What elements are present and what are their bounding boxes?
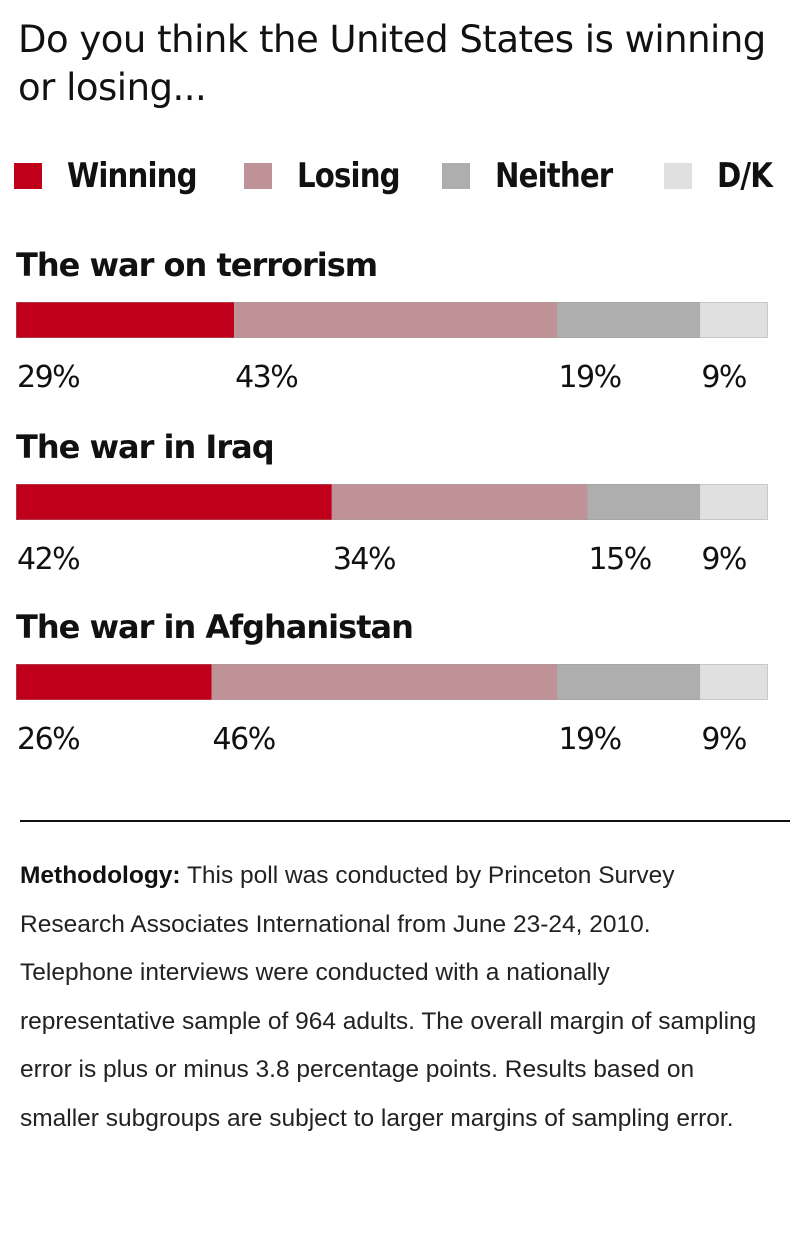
category-label-the-war-in-afghanistan: The war in Afghanistan [16, 608, 413, 646]
bar-the-war-on-terrorism-losing [234, 302, 558, 338]
methodology-label: Methodology: [20, 862, 181, 889]
legend-swatch-neither [442, 163, 470, 189]
value-label-the-war-in-afghanistan-neither: 19% [558, 722, 620, 757]
bar-the-war-on-terrorism-winning [16, 302, 235, 338]
bar-the-war-on-terrorism-neither [557, 302, 701, 338]
value-label-the-war-in-iraq-d-k: 9% [701, 542, 746, 577]
stacked-bar-chart: The war on terrorism 29% 43% 19% 9% The war i… [0, 230, 790, 790]
methodology-text: This poll was conducted by Princeton Sur… [20, 862, 757, 1132]
bar-the-war-in-iraq-neither [587, 484, 701, 520]
bar-the-war-in-iraq-d-k [700, 484, 768, 520]
legend-item-neither: Neither [442, 152, 631, 200]
value-label-the-war-on-terrorism-losing: 43% [235, 360, 297, 395]
legend-label-neither: Neither [495, 156, 613, 196]
bar-the-war-on-terrorism-d-k [700, 302, 768, 338]
legend-label-losing: Losing [297, 156, 401, 196]
value-label-the-war-in-iraq-neither: 15% [589, 542, 651, 577]
legend-swatch-dk [664, 163, 692, 189]
legend-item-losing: Losing [244, 152, 416, 200]
value-label-the-war-on-terrorism-winning: 29% [17, 360, 79, 395]
legend-swatch-winning [14, 163, 42, 189]
divider [20, 820, 790, 822]
bar-the-war-in-afghanistan-losing [211, 664, 558, 700]
legend-item-dk: D/K [664, 152, 781, 200]
value-label-the-war-in-iraq-losing: 34% [333, 542, 395, 577]
legend-swatch-losing [244, 163, 272, 189]
chart-title: Do you think the United States is winnin… [18, 18, 766, 109]
bar-the-war-in-afghanistan-d-k [700, 664, 768, 700]
methodology-note: Methodology: This poll was conducted by … [20, 852, 765, 1143]
value-label-the-war-on-terrorism-d-k: 9% [701, 360, 746, 395]
bar-the-war-in-afghanistan-winning [16, 664, 212, 700]
category-label-the-war-on-terrorism: The war on terrorism [16, 246, 377, 284]
category-label-the-war-in-iraq: The war in Iraq [16, 428, 274, 466]
legend-label-winning: Winning [67, 156, 198, 196]
legend: Winning Losing Neither D/K [14, 152, 774, 200]
value-label-the-war-in-afghanistan-winning: 26% [17, 722, 79, 757]
bar-outline-the-war-in-iraq [16, 484, 768, 520]
value-label-the-war-in-iraq-winning: 42% [17, 542, 79, 577]
bar-outline-the-war-on-terrorism [16, 302, 768, 338]
legend-label-dk: D/K [717, 156, 773, 196]
value-label-the-war-on-terrorism-neither: 19% [558, 360, 620, 395]
bar-the-war-in-iraq-losing [331, 484, 588, 520]
value-label-the-war-in-afghanistan-d-k: 9% [701, 722, 746, 757]
legend-item-winning: Winning [14, 152, 218, 200]
chart-svg: The war on terrorism 29% 43% 19% 9% The war i… [16, 246, 768, 757]
value-label-the-war-in-afghanistan-losing: 46% [213, 722, 275, 757]
bar-outline-the-war-in-afghanistan [16, 664, 768, 700]
bar-the-war-in-afghanistan-neither [557, 664, 701, 700]
bar-the-war-in-iraq-winning [16, 484, 332, 520]
